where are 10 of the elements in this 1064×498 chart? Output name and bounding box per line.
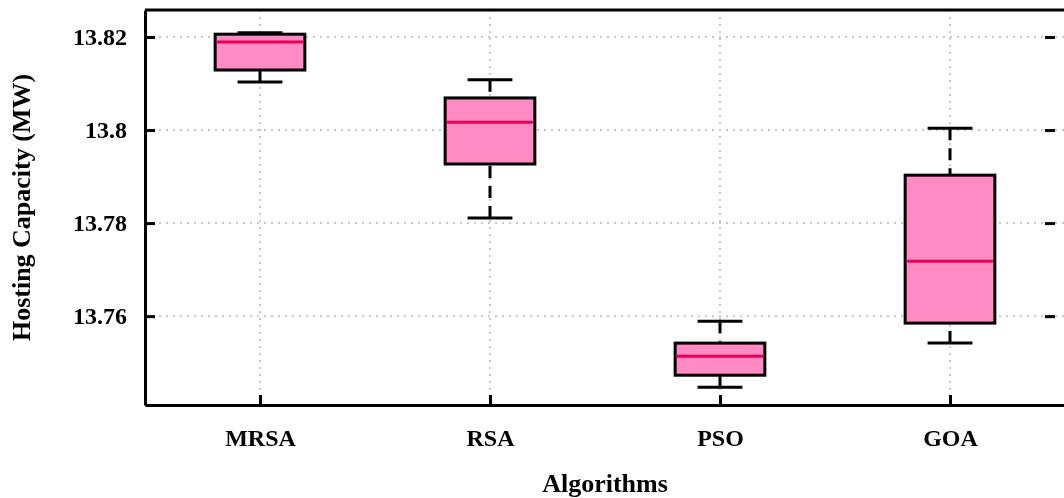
x-axis-title: Algorithms [542, 469, 668, 498]
x-tick-label: MRSA [225, 425, 297, 452]
x-tick-label: PSO [697, 425, 744, 452]
y-tick-label: 13.76 [73, 303, 127, 330]
y-tick-label: 13.78 [73, 210, 127, 237]
x-tick-label: RSA [466, 425, 516, 452]
x-tick-label: GOA [923, 425, 979, 452]
y-tick-label: 13.8 [85, 117, 127, 144]
y-axis-title: Hosting Capacity (MW) [7, 73, 36, 342]
y-tick-label: 13.82 [73, 24, 127, 51]
